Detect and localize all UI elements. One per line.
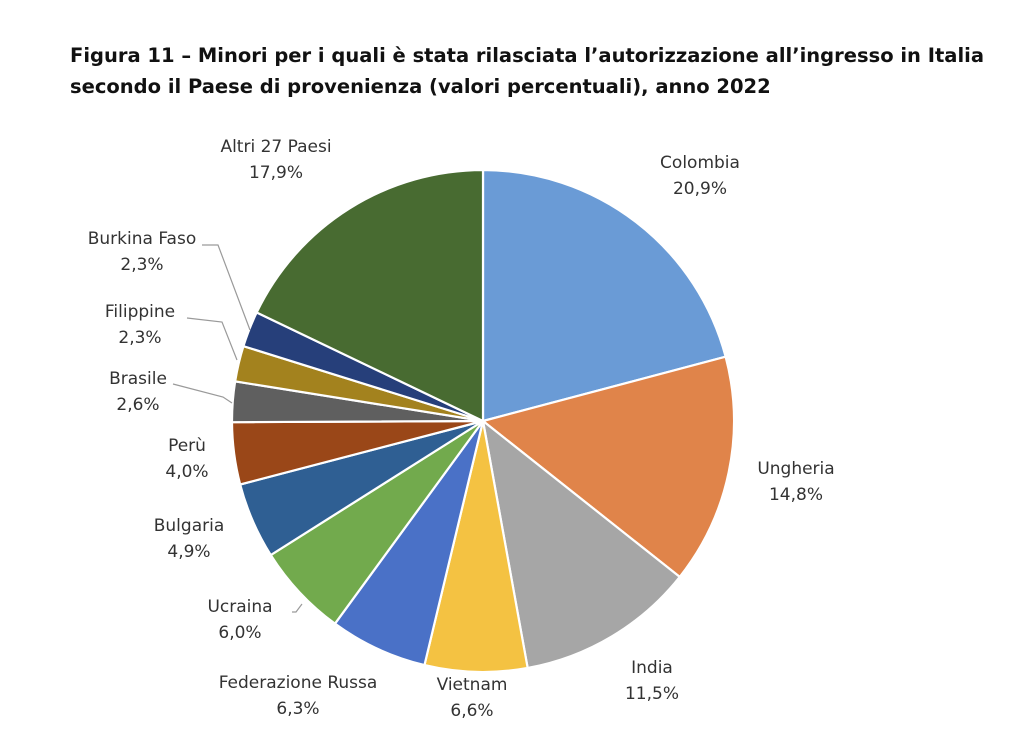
leader-line-ucraina	[292, 603, 303, 613]
slice-value-ungheria: 14,8%	[769, 485, 823, 505]
slice-value-vietnam: 6,6%	[450, 701, 493, 721]
slice-name-burkina-faso: Burkina Faso	[88, 229, 196, 249]
slice-name-india: India	[631, 658, 673, 678]
pie-slice-ungheria	[480, 355, 736, 579]
slice-value-colombia: 20,9%	[673, 179, 727, 199]
leader-line-brasile	[172, 383, 233, 404]
slice-name-bulgaria: Bulgaria	[154, 516, 225, 536]
slice-value-burkina-faso: 2,3%	[120, 255, 163, 275]
slice-value-bulgaria: 4,9%	[167, 542, 210, 562]
slice-value-india: 11,5%	[625, 684, 679, 704]
chart-title: Figura 11 – Minori per i quali è stata r…	[70, 40, 1010, 102]
slice-value-peru: 4,0%	[165, 462, 208, 482]
slice-name-ucraina: Ucraina	[207, 597, 272, 617]
leader-line-filippine	[186, 317, 238, 361]
chart-title-line-1: Figura 11 – Minori per i quali è stata r…	[70, 44, 984, 67]
chart-title-line-2: secondo il Paese di provenienza (valori …	[70, 75, 771, 98]
pie-slice-colombia	[481, 168, 727, 423]
slice-name-brasile: Brasile	[109, 369, 167, 389]
slice-name-ungheria: Ungheria	[757, 459, 834, 479]
slice-name-vietnam: Vietnam	[437, 675, 508, 695]
slice-name-altri-27-paesi: Altri 27 Paesi	[220, 137, 331, 157]
leader-line-burkina-faso	[202, 244, 251, 331]
slice-name-peru: Perù	[168, 436, 206, 456]
slice-name-federazione-russa: Federazione Russa	[219, 673, 378, 693]
leader-lines	[172, 244, 303, 613]
pie-slice-india	[481, 418, 682, 670]
slice-name-colombia: Colombia	[660, 153, 740, 173]
slice-value-federazione-russa: 6,3%	[276, 699, 319, 719]
slice-labels: Colombia 20,9% Ungheria 14,8% India 11,5% Viet…	[88, 137, 835, 721]
pie-slices	[230, 168, 736, 674]
slice-value-brasile: 2,6%	[116, 395, 159, 415]
slice-value-filippine: 2,3%	[118, 328, 161, 348]
slice-name-filippine: Filippine	[105, 302, 175, 322]
pie-slice-altri-27-paesi	[255, 168, 485, 423]
slice-value-ucraina: 6,0%	[218, 623, 261, 643]
slice-value-altri-27-paesi: 17,9%	[249, 163, 303, 183]
